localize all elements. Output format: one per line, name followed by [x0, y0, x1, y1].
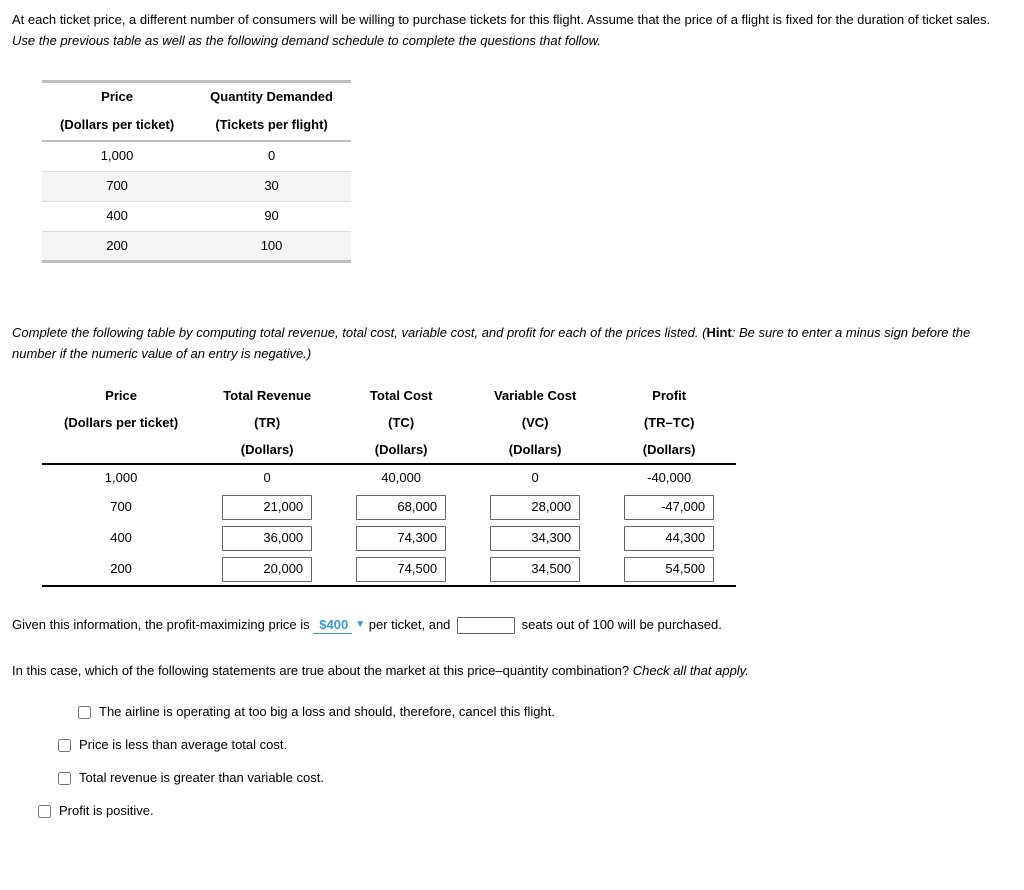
option-2: Price is less than average total cost.	[54, 735, 1012, 756]
vc-input-400[interactable]: 34,300	[490, 526, 580, 551]
table-row: 200 20,000 74,500 34,500 54,500	[42, 554, 736, 586]
pr-input-400[interactable]: 44,300	[624, 526, 714, 551]
table-row: 70030	[42, 171, 351, 201]
option-3-checkbox[interactable]	[58, 772, 71, 785]
tc-input-700[interactable]: 68,000	[356, 495, 446, 520]
answer-sentence: Given this information, the profit-maxim…	[12, 615, 1012, 636]
tc-input-400[interactable]: 74,300	[356, 526, 446, 551]
intro-italic: Use the previous table as well as the fo…	[12, 33, 601, 48]
option-3-label: Total revenue is greater than variable c…	[79, 770, 324, 785]
hint-label: Hint	[706, 325, 731, 340]
option-2-label: Price is less than average total cost.	[79, 737, 287, 752]
pr-input-200[interactable]: 54,500	[624, 557, 714, 582]
option-1: The airline is operating at too big a lo…	[74, 702, 1012, 723]
tr-input-200[interactable]: 20,000	[222, 557, 312, 582]
demand-header-qty-sub: (Tickets per flight)	[192, 111, 351, 141]
pt-h-vc: Variable Cost	[468, 383, 602, 410]
pt-h-tr-sub2: (Dollars)	[200, 437, 334, 465]
table-row: 1,0000	[42, 141, 351, 171]
demand-table: Price Quantity Demanded (Dollars per tic…	[42, 80, 351, 264]
intro-plain: At each ticket price, a different number…	[12, 12, 990, 27]
option-1-label: The airline is operating at too big a lo…	[99, 704, 555, 719]
profit-table: Price Total Revenue Total Cost Variable …	[42, 383, 736, 587]
pt-h-tc: Total Cost	[334, 383, 468, 410]
price-dropdown[interactable]: $400▼	[313, 617, 365, 632]
question-text: In this case, which of the following sta…	[12, 661, 1012, 682]
pt-h-pr-sub1: (TR–TC)	[602, 410, 736, 437]
table-row: 700 21,000 68,000 28,000 -47,000	[42, 492, 736, 523]
pt-h-pr-sub2: (Dollars)	[602, 437, 736, 465]
intro-text: At each ticket price, a different number…	[12, 10, 1012, 52]
demand-table-body: 1,0000 70030 40090 200100	[42, 141, 351, 262]
option-3: Total revenue is greater than variable c…	[54, 768, 1012, 789]
tr-input-700[interactable]: 21,000	[222, 495, 312, 520]
vc-input-700[interactable]: 28,000	[490, 495, 580, 520]
table-row: 40090	[42, 201, 351, 231]
pt-h-tc-sub1: (TC)	[334, 410, 468, 437]
option-4: Profit is positive.	[34, 801, 1012, 822]
tr-input-400[interactable]: 36,000	[222, 526, 312, 551]
pt-h-vc-sub2: (Dollars)	[468, 437, 602, 465]
instruction-text: Complete the following table by computin…	[12, 323, 1012, 365]
pt-h-tr: Total Revenue	[200, 383, 334, 410]
options-list: The airline is operating at too big a lo…	[74, 702, 1012, 821]
table-row: 400 36,000 74,300 34,300 44,300	[42, 523, 736, 554]
option-4-checkbox[interactable]	[38, 805, 51, 818]
vc-input-200[interactable]: 34,500	[490, 557, 580, 582]
pr-input-700[interactable]: -47,000	[624, 495, 714, 520]
pt-h-vc-sub1: (VC)	[468, 410, 602, 437]
table-row: 1,000 0 40,000 0 -40,000	[42, 464, 736, 492]
seats-input[interactable]	[457, 617, 515, 634]
option-2-checkbox[interactable]	[58, 739, 71, 752]
option-1-checkbox[interactable]	[78, 706, 91, 719]
tc-input-200[interactable]: 74,500	[356, 557, 446, 582]
option-4-label: Profit is positive.	[59, 803, 154, 818]
pt-h-tr-sub1: (TR)	[200, 410, 334, 437]
table-row: 200100	[42, 231, 351, 262]
demand-header-price: Price	[42, 81, 192, 111]
pt-h-pr: Profit	[602, 383, 736, 410]
demand-header-price-sub: (Dollars per ticket)	[42, 111, 192, 141]
pt-h-tc-sub2: (Dollars)	[334, 437, 468, 465]
chevron-down-icon: ▼	[355, 617, 365, 633]
pt-h-price: Price	[42, 383, 200, 410]
demand-header-qty: Quantity Demanded	[192, 81, 351, 111]
pt-h-price-sub: (Dollars per ticket)	[42, 410, 200, 437]
